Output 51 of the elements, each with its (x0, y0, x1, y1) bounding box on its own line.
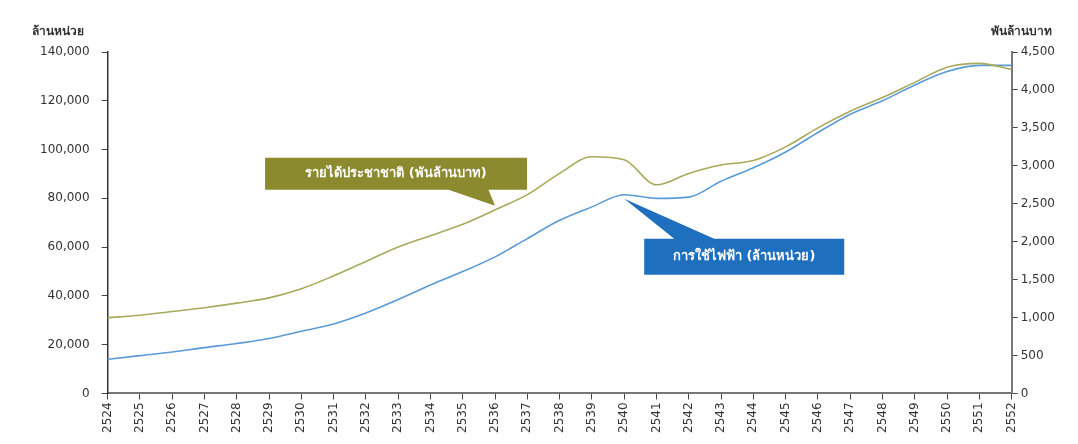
x-tick-label: 2551 (971, 402, 986, 434)
x-tick-label: 2544 (745, 402, 760, 434)
x-tick-label: 2531 (325, 402, 340, 434)
y2-tick-label: 4,000 (1020, 82, 1056, 97)
x-tick-label: 2529 (261, 402, 276, 434)
y-tick-label: 100,000 (40, 141, 90, 156)
y2-tick-label: 1,000 (1020, 309, 1056, 324)
x-tick-label: 2547 (842, 402, 857, 434)
x-tick-label: 2525 (132, 402, 147, 434)
x-tick-label: 2534 (422, 402, 437, 434)
x-tick-label: 2541 (648, 402, 663, 434)
y2-tick-label: 4,500 (1020, 44, 1056, 59)
y-tick-label: 80,000 (47, 190, 90, 205)
x-tick-label: 2535 (454, 402, 469, 434)
y2-tick-label: 2,500 (1020, 195, 1056, 210)
y2-tick-label: 2,000 (1020, 233, 1056, 248)
y-tick-label: 40,000 (47, 288, 90, 303)
text: การใช้ไฟฟ้า (ล้านหน่วย) (673, 247, 816, 264)
x-tick-label: 2550 (939, 402, 954, 434)
x-tick-label: 2542 (680, 402, 695, 434)
y-tick-label: 0 (81, 385, 90, 400)
x-tick-label: 2528 (228, 402, 243, 434)
y-tick-label: 60,000 (47, 239, 90, 254)
x-tick-label: 2530 (293, 402, 308, 434)
x-tick-label: 2533 (390, 402, 405, 434)
x-tick-label: 2552 (1003, 402, 1018, 434)
x-tick-label: 2545 (777, 402, 792, 434)
y-tick-label: 120,000 (40, 92, 90, 107)
y-tick-label: 140,000 (40, 44, 90, 59)
x-tick-label: 2548 (874, 402, 889, 434)
x-tick-label: 2524 (99, 402, 114, 434)
x-tick-label: 2532 (358, 402, 373, 434)
text: รายได้ประชาชาติ (พันล้านบาท) (305, 164, 487, 181)
y2-tick-label: 3,000 (1020, 157, 1056, 172)
y-tick-label: 20,000 (47, 336, 90, 351)
x-tick-label: 2526 (164, 402, 179, 434)
x-tick-label: 2539 (584, 402, 599, 434)
x-tick-label: 2537 (519, 402, 534, 434)
x-tick-label: 2536 (487, 402, 502, 434)
y2-axis-title: พันล้านบาท (991, 24, 1053, 39)
x-tick-label: 2549 (906, 402, 921, 434)
y2-tick-label: 0 (1020, 385, 1029, 400)
x-tick-label: 2546 (810, 402, 825, 434)
y2-tick-label: 1,500 (1020, 271, 1056, 286)
y2-tick-label: 500 (1020, 347, 1044, 362)
x-tick-label: 2527 (196, 402, 211, 434)
y2-tick-label: 3,500 (1020, 120, 1056, 135)
x-tick-label: 2543 (713, 402, 728, 434)
x-tick-label: 2538 (551, 402, 566, 434)
y-axis-title: ล้านหน่วย (32, 24, 84, 39)
x-tick-label: 2540 (616, 402, 631, 434)
